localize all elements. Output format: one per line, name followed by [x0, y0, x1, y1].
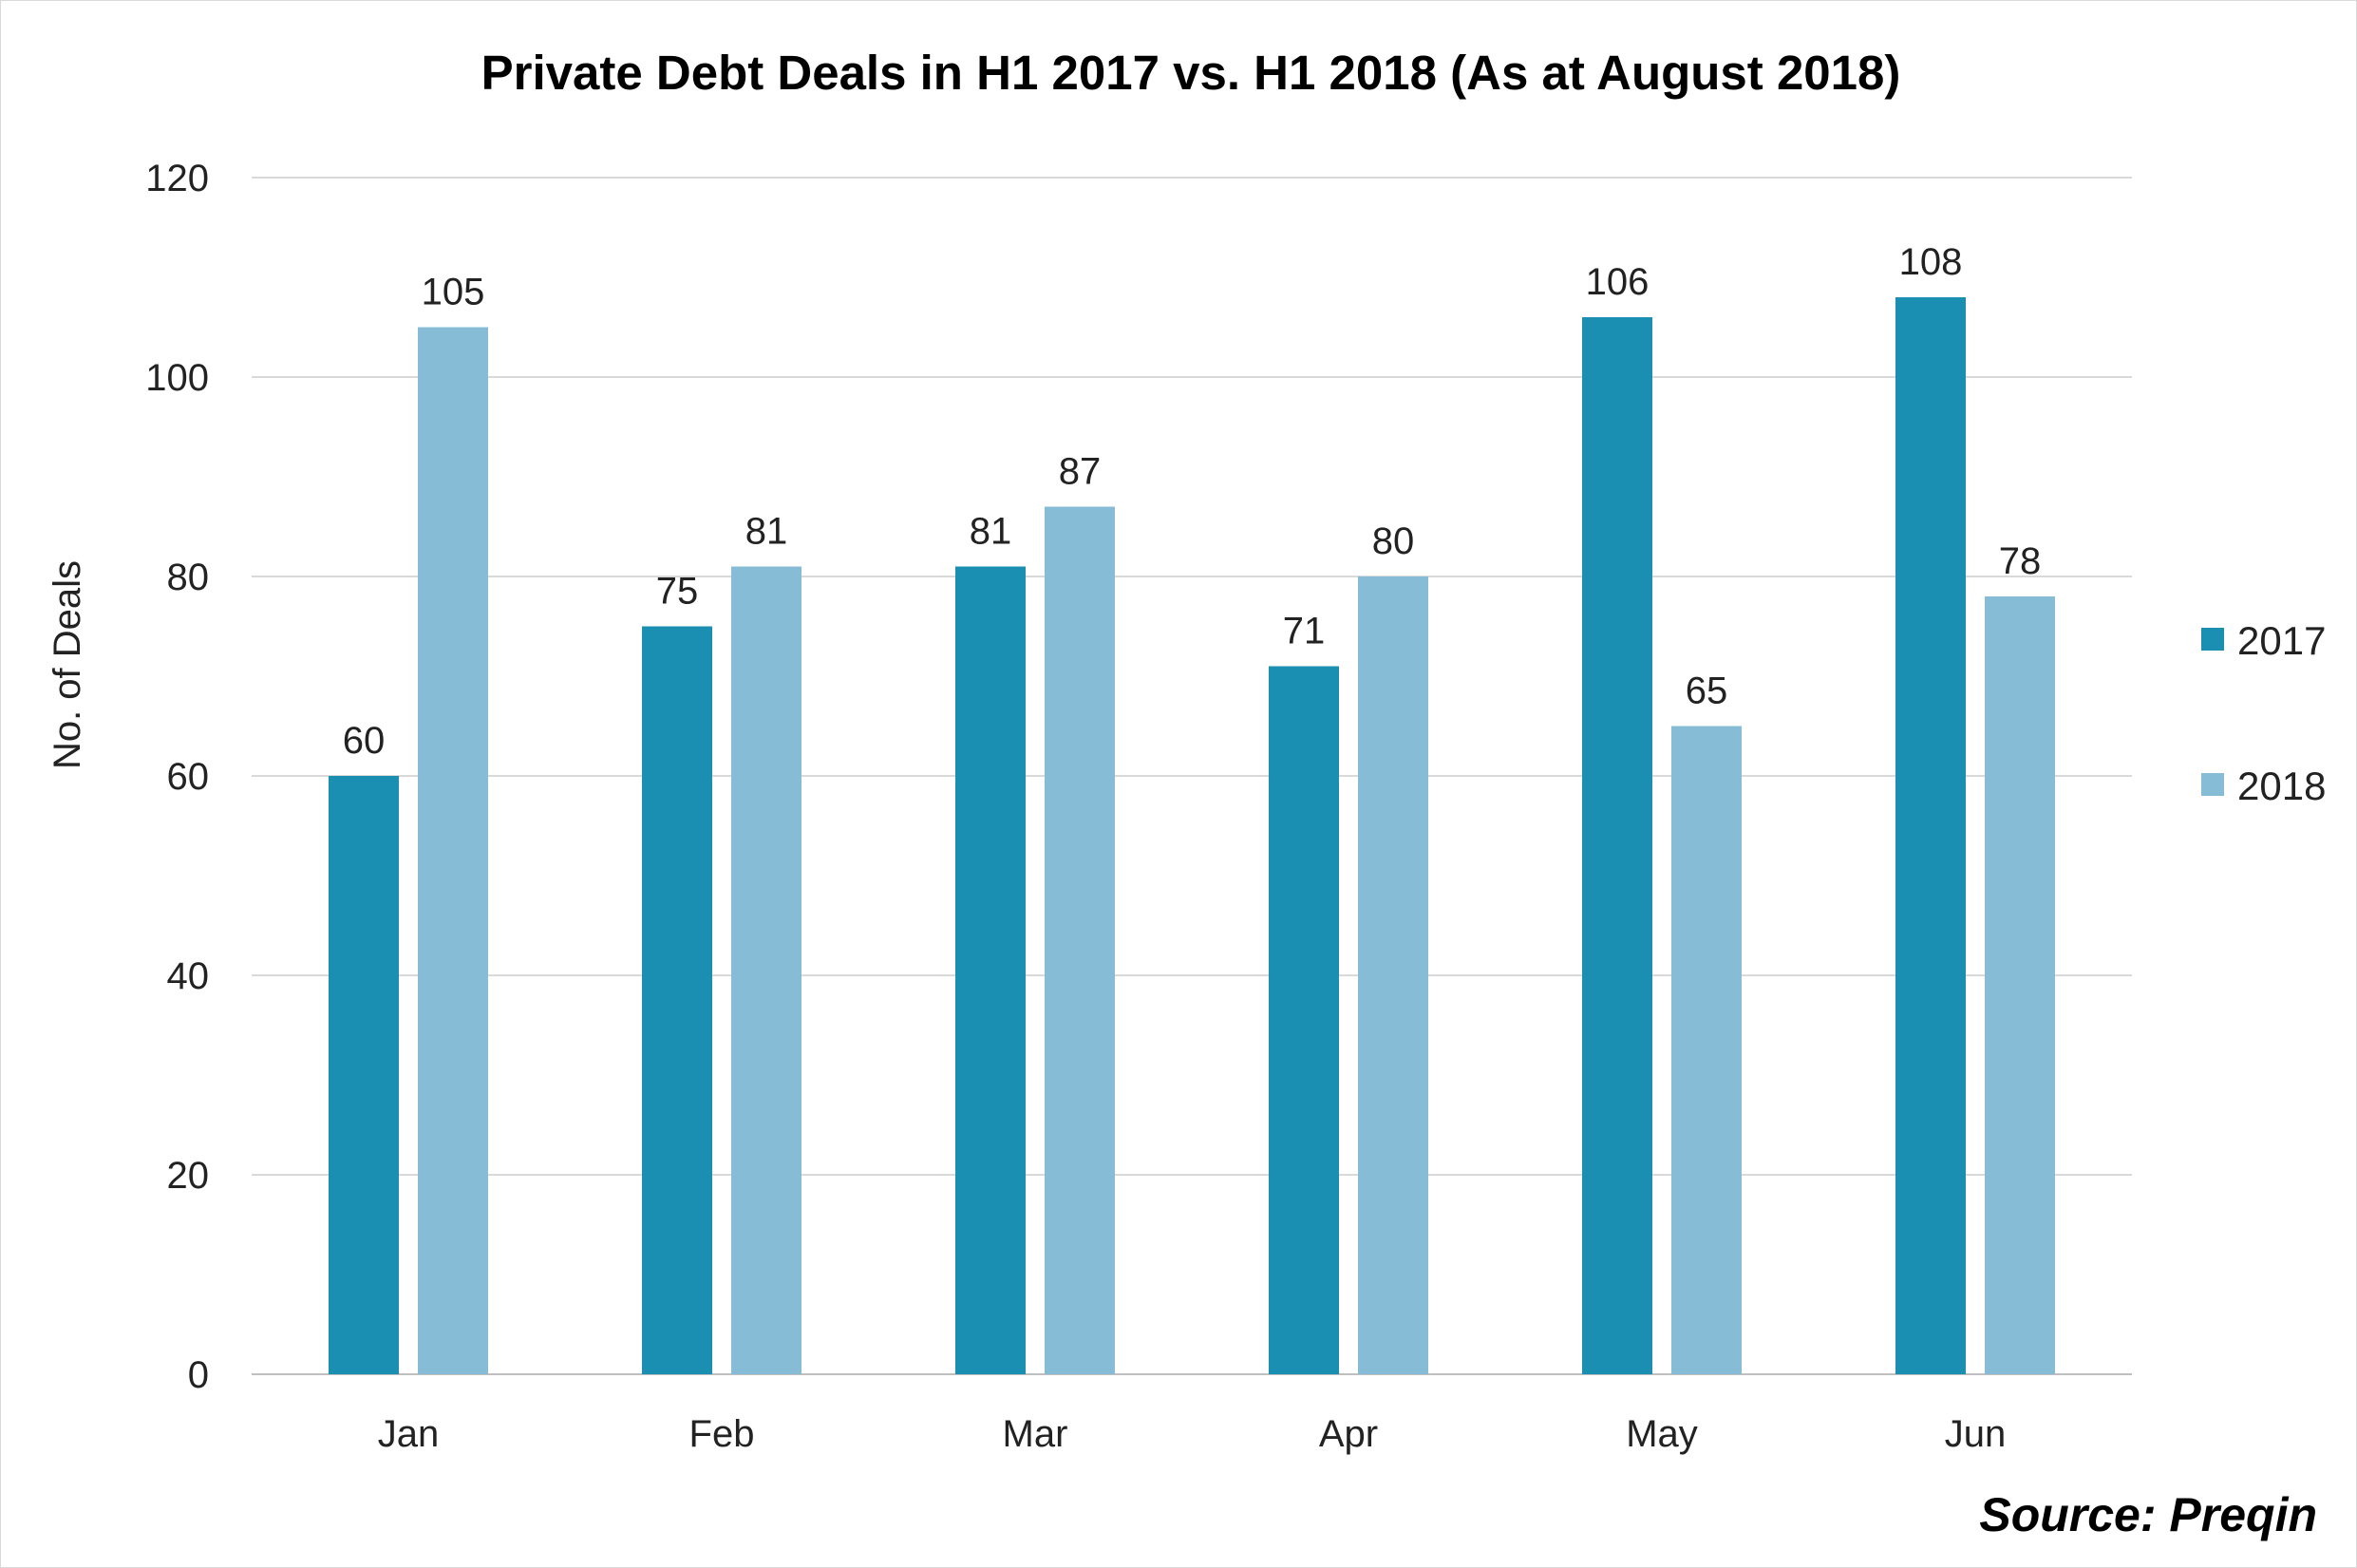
legend-label: 2017 — [2237, 618, 2326, 663]
y-tick-label: 20 — [167, 1155, 210, 1197]
bar-2017-feb — [642, 626, 712, 1374]
bar-2018-apr — [1358, 576, 1428, 1374]
x-tick-label: Apr — [1319, 1413, 1378, 1455]
x-tick-label: Jan — [378, 1413, 440, 1455]
x-tick-label: Mar — [1003, 1413, 1068, 1455]
y-tick-label: 0 — [188, 1354, 209, 1396]
data-label: 81 — [745, 511, 788, 553]
data-label: 80 — [1372, 520, 1415, 562]
data-label: 75 — [656, 571, 699, 613]
bars — [329, 297, 2055, 1374]
source-note: Source: Preqin — [1979, 1488, 2317, 1541]
legend-label: 2018 — [2237, 764, 2326, 808]
bar-2018-jan — [418, 327, 488, 1374]
bar-2018-may — [1671, 726, 1742, 1374]
data-label: 78 — [1999, 540, 2042, 582]
data-label: 106 — [1586, 261, 1650, 303]
bar-2017-jan — [329, 776, 399, 1374]
x-tick-label: May — [1626, 1413, 1698, 1455]
bar-2017-jun — [1895, 297, 1966, 1374]
legend-swatch-2018 — [2201, 773, 2224, 796]
bar-2017-apr — [1269, 666, 1339, 1374]
y-tick-label: 120 — [145, 158, 209, 199]
data-label: 65 — [1686, 671, 1728, 712]
data-label: 71 — [1283, 611, 1326, 652]
bar-2017-may — [1582, 317, 1652, 1374]
legend: 2017 2018 — [2201, 618, 2326, 808]
data-label: 81 — [970, 511, 1012, 553]
chart-title: Private Debt Deals in H1 2017 vs. H1 201… — [481, 46, 1901, 100]
data-label: 87 — [1059, 451, 1102, 493]
y-tick-label: 100 — [145, 357, 209, 399]
y-tick-label: 80 — [167, 557, 210, 598]
data-labels: 60 105 75 81 81 87 71 80 106 65 108 78 — [343, 241, 2042, 762]
x-tick-label: Feb — [689, 1413, 755, 1455]
bar-2018-mar — [1045, 506, 1115, 1374]
y-tick-label: 40 — [167, 955, 210, 997]
data-label: 108 — [1899, 241, 1963, 283]
x-axis-ticks: Jan Feb Mar Apr May Jun — [378, 1413, 2007, 1455]
y-axis-ticks: 0 20 40 60 80 100 120 — [145, 158, 209, 1396]
bar-2018-feb — [731, 566, 801, 1374]
bar-2018-jun — [1985, 596, 2055, 1374]
x-tick-label: Jun — [1945, 1413, 2007, 1455]
legend-swatch-2017 — [2201, 628, 2224, 651]
data-label: 60 — [343, 720, 386, 762]
data-label: 105 — [422, 272, 485, 313]
gridlines — [252, 177, 2132, 1375]
y-axis-label: No. of Deals — [47, 560, 88, 769]
bar-2017-mar — [955, 566, 1026, 1374]
y-tick-label: 60 — [167, 756, 210, 798]
